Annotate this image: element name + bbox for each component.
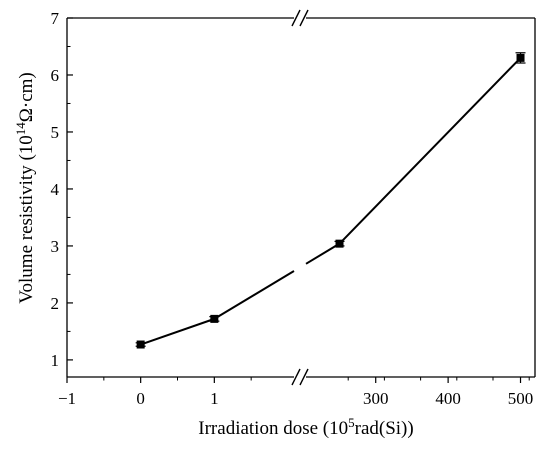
axis-break-mark-top-1	[291, 9, 301, 27]
x-tick-label: 1	[210, 389, 219, 408]
data-point	[210, 314, 219, 323]
x-axis-title: Irradiation dose (105rad(Si))	[198, 415, 413, 439]
x-tick-label: 300	[363, 389, 389, 408]
y-tick-label: 7	[51, 9, 60, 28]
axis-break-mark-bottom-2	[299, 368, 309, 386]
series-line-segment	[213, 270, 295, 320]
x-axis-ticks: −1 0 1 300 400 500	[58, 377, 533, 408]
plot-frame	[66, 9, 536, 386]
x-tick-label: 400	[435, 389, 461, 408]
x-axis-title-rest: rad(Si))	[355, 418, 414, 439]
y-axis-title: Volume resistivity (1014Ω·cm)	[13, 72, 37, 304]
data-point	[335, 239, 344, 248]
axis-break-mark-bottom-1	[291, 368, 301, 386]
axis-break-mark-top-2	[299, 9, 309, 27]
y-tick-label: 4	[51, 180, 60, 199]
x-axis-title-sup: 5	[348, 415, 355, 430]
y-tick-label: 6	[51, 66, 60, 85]
y-tick-label: 5	[51, 123, 60, 142]
x-tick-label: −1	[58, 389, 76, 408]
x-axis-title-main: Irradiation dose (10	[198, 418, 348, 439]
y-axis-title-sup: 14	[13, 122, 28, 136]
data-point	[136, 340, 145, 349]
y-axis-title-main: Volume resistivity (10	[16, 135, 37, 304]
data-point	[516, 53, 525, 62]
series-line-segment	[338, 57, 522, 245]
data-series	[135, 52, 526, 349]
series-line-segment	[305, 242, 341, 265]
x-tick-label: 0	[136, 389, 145, 408]
y-tick-label: 2	[51, 294, 60, 313]
series-line-segment	[140, 317, 215, 346]
x-tick-label: 500	[508, 389, 534, 408]
y-tick-label: 3	[51, 237, 60, 256]
y-axis-title-rest: Ω·cm)	[16, 72, 37, 122]
y-tick-label: 1	[51, 351, 60, 370]
y-axis-ticks: 1 2 3 4 5 6 7	[51, 9, 73, 370]
